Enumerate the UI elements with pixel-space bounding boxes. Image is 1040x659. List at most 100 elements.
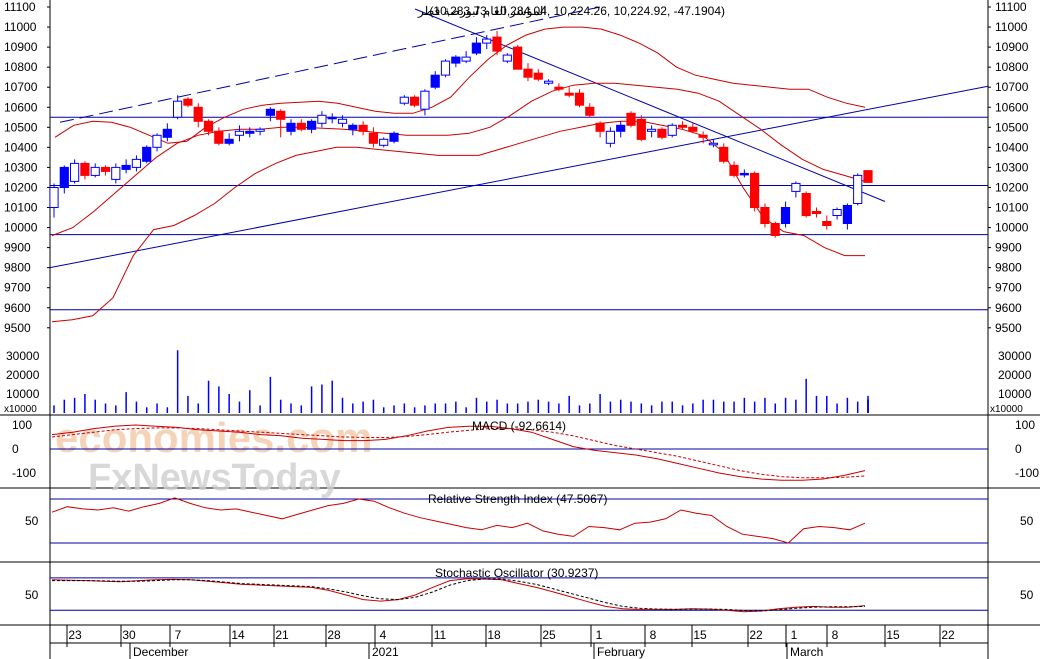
macd-tick-left: 100 [12,418,32,432]
candle-body [214,130,224,144]
price-tick-right: 10100 [995,201,1029,215]
candle-body [853,174,863,204]
candle-body [296,122,306,130]
candle-body [121,164,131,170]
candle-body [626,112,636,126]
rsi-line [51,497,866,544]
candle-body [410,96,420,106]
date-tick: 22 [749,628,763,642]
volume-tick-right: 10000 [998,387,1032,401]
price-tick-right: 9600 [995,301,1022,315]
candle-body [822,221,832,226]
price-tick-right: 10300 [995,160,1029,174]
watermark-fxnewstoday: FxNewsToday [88,457,341,499]
candle-body [688,126,698,132]
candle-body [739,172,749,176]
candle-body [863,170,873,183]
candle-body [70,162,80,182]
candle-body [203,120,214,132]
candle-body [502,54,512,62]
candle-body [440,60,451,76]
price-tick-left: 10000 [4,221,38,235]
candle-body [647,128,657,132]
date-tick: 7 [175,628,182,642]
price-tick-right: 11100 [995,0,1027,14]
price-tick-left: 11100 [4,0,36,14]
candle-body [482,38,492,44]
volume-tick-left: 10000 [6,387,40,401]
candle-body [234,130,245,136]
candle-body [337,118,348,124]
candle-body [677,124,688,128]
price-tick-right: 10600 [995,100,1029,114]
macd-tick-right: 100 [1015,418,1035,432]
candle-body [544,80,554,84]
date-tick: 1 [791,628,798,642]
candle-body [59,166,69,188]
chart-title: المؤشر العام لبورصة قطر [417,4,547,18]
price-tick-left: 9800 [4,261,31,275]
price-tick-left: 10800 [4,60,38,74]
date-tick: 28 [327,628,341,642]
bollinger-lower-band [51,120,865,323]
candle-body [471,42,481,54]
candle-body [523,68,533,78]
candle-body [513,46,523,70]
candle-body [585,106,595,116]
candle-body [420,90,430,110]
candle-body [451,56,461,64]
date-tick: 21 [275,628,289,642]
volume-tick-left: 20000 [6,368,40,382]
macd-tick-right: -100 [1015,466,1039,480]
month-label: February [597,645,645,659]
rsi-label: Relative Strength Index (47.5067) [428,492,607,506]
date-tick: 23 [68,628,82,642]
date-tick: 22 [941,628,955,642]
volume-tick-right: 20000 [998,368,1032,382]
stoch-d-line [52,578,866,612]
candle-body [605,130,615,144]
candle-body [533,72,543,80]
stoch-tick-right: 50 [1020,588,1034,602]
price-tick-right: 10200 [995,180,1029,194]
price-tick-left: 9900 [4,241,31,255]
ohlc-readout: (10,283.73, 10,284.04, 10,224.26, 10,224… [429,4,725,18]
date-tick: 25 [542,628,556,642]
macd-tick-left: -100 [12,466,36,480]
candle-body [265,108,275,116]
candle-body [49,187,59,208]
price-tick-left: 10900 [4,40,38,54]
downtrend-line [414,8,886,202]
candle-body [327,116,337,120]
candle-body [554,86,564,90]
stoch-k-line [51,578,866,613]
price-tick-left: 10500 [4,120,38,134]
price-tick-left: 10300 [4,160,38,174]
month-label: March [790,645,823,659]
stoch-tick-left: 50 [25,588,39,602]
date-tick: 15 [693,628,707,642]
candle-body [564,92,574,96]
date-tick: 30 [122,628,136,642]
candle-body [245,130,255,134]
price-tick-left: 10100 [4,201,38,215]
candle-body [142,146,152,162]
candle-body [348,124,358,130]
candle-body [152,134,162,148]
bollinger-upper-band [54,26,866,144]
candle-body [358,124,368,132]
candle-body [100,166,111,172]
price-tick-left: 10400 [4,140,38,154]
candle-body [111,166,121,180]
volume-tick-left: 30000 [6,349,40,363]
candle-body [80,162,90,176]
candle-body [90,166,100,176]
price-tick-left: 10200 [4,180,38,194]
rsi-tick-left: 50 [25,514,39,528]
month-label: 2021 [372,645,399,659]
candle-body [162,128,172,138]
rsi-tick-right: 50 [1020,514,1034,528]
price-tick-right: 10000 [995,221,1029,235]
candle-body [729,164,739,176]
